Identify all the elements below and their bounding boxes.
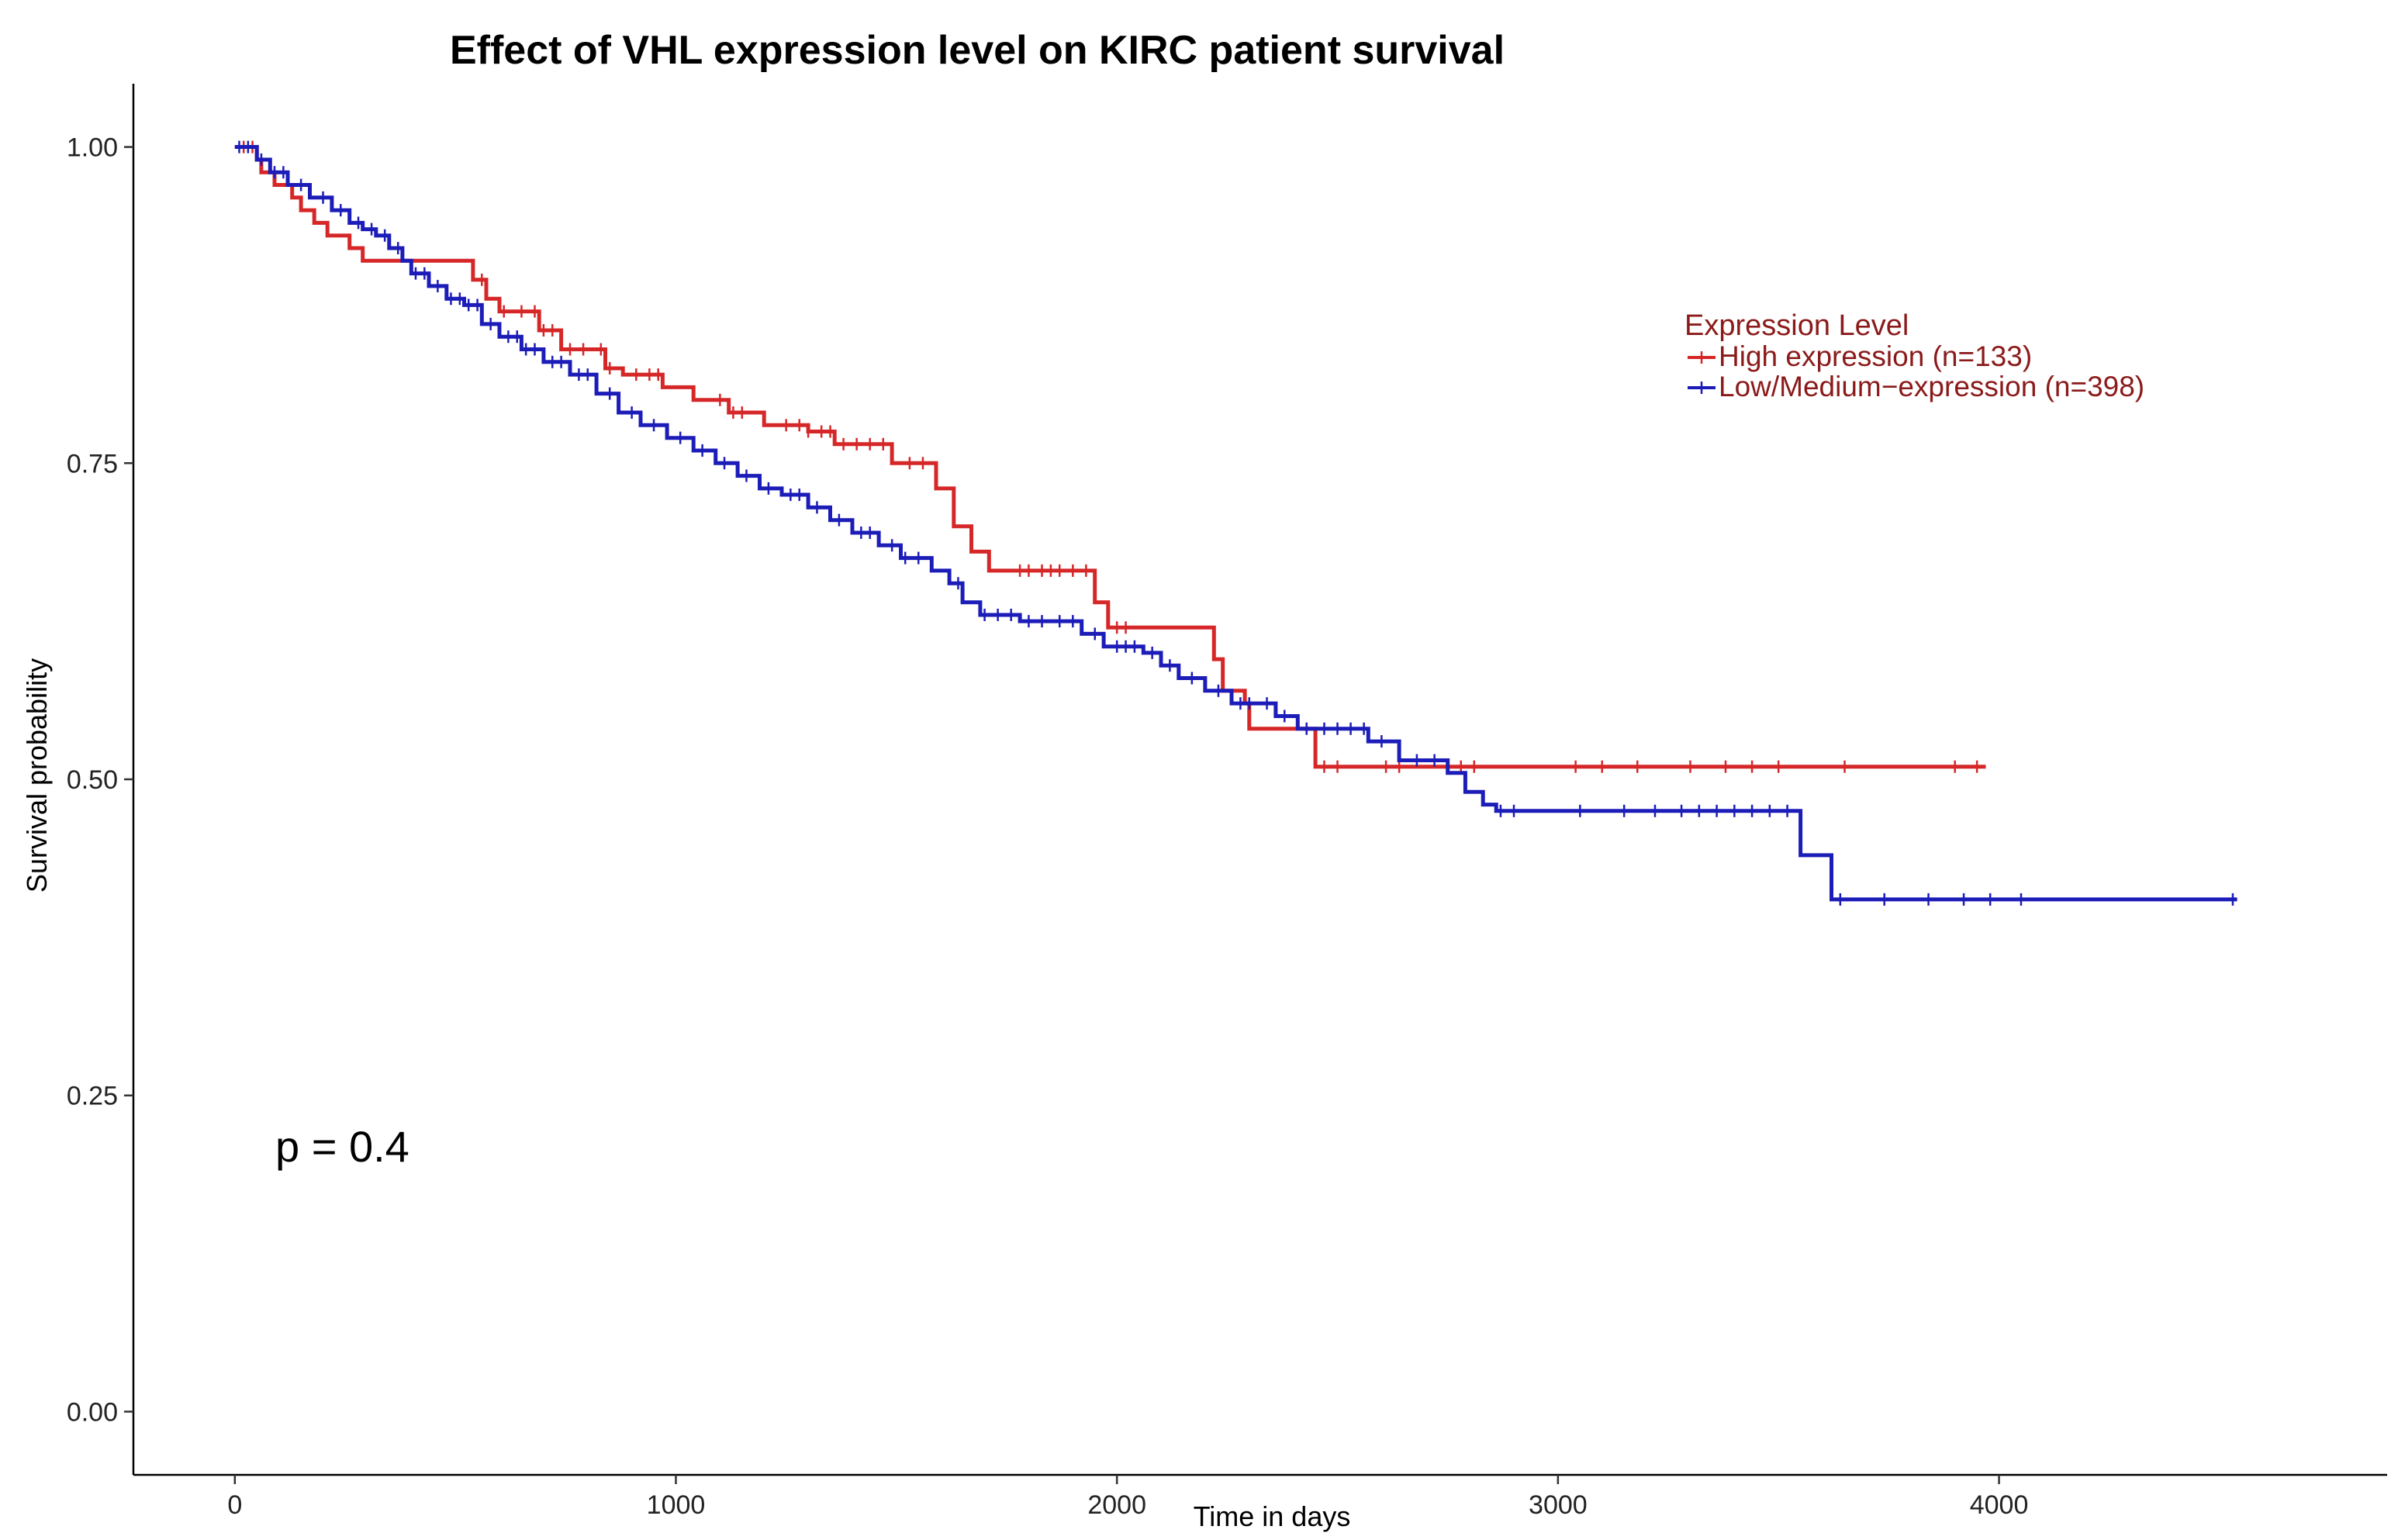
axes: 0 1000 2000 3000 4000 0.00 0.25 0.50 0.75 1.00 — [67, 84, 2387, 1520]
x-tick-label: 3000 — [1529, 1490, 1588, 1520]
y-tick-label: 0.75 — [67, 449, 118, 478]
survival-curve — [234, 145, 2237, 902]
series-group — [234, 140, 2237, 906]
y-tick-label: 1.00 — [67, 133, 118, 163]
x-tick-label: 4000 — [1970, 1490, 2029, 1520]
y-tick-label: 0.25 — [67, 1082, 118, 1111]
chart-title: Effect of VHL expression level on KIRC p… — [450, 28, 1505, 73]
y-axis-label: Survival probability — [21, 658, 53, 893]
x-tick-label: 1000 — [647, 1490, 706, 1520]
x-axis-label: Time in days — [1194, 1500, 1351, 1532]
x-tick-label: 2000 — [1087, 1490, 1146, 1520]
p-value-annotation: p = 0.4 — [275, 1122, 409, 1171]
y-tick-label: 0.50 — [67, 765, 118, 795]
legend-title: Expression Level — [1684, 309, 1909, 342]
survival-curve — [234, 145, 1986, 769]
y-tick-label: 0.00 — [67, 1397, 118, 1427]
legend-label: High expression (n=133) — [1719, 340, 2032, 372]
series-group — [234, 140, 1986, 773]
series-layer — [234, 140, 2237, 906]
x-tick-label: 0 — [227, 1490, 242, 1520]
legend-label: Low/Medium−expression (n=398) — [1719, 371, 2144, 402]
